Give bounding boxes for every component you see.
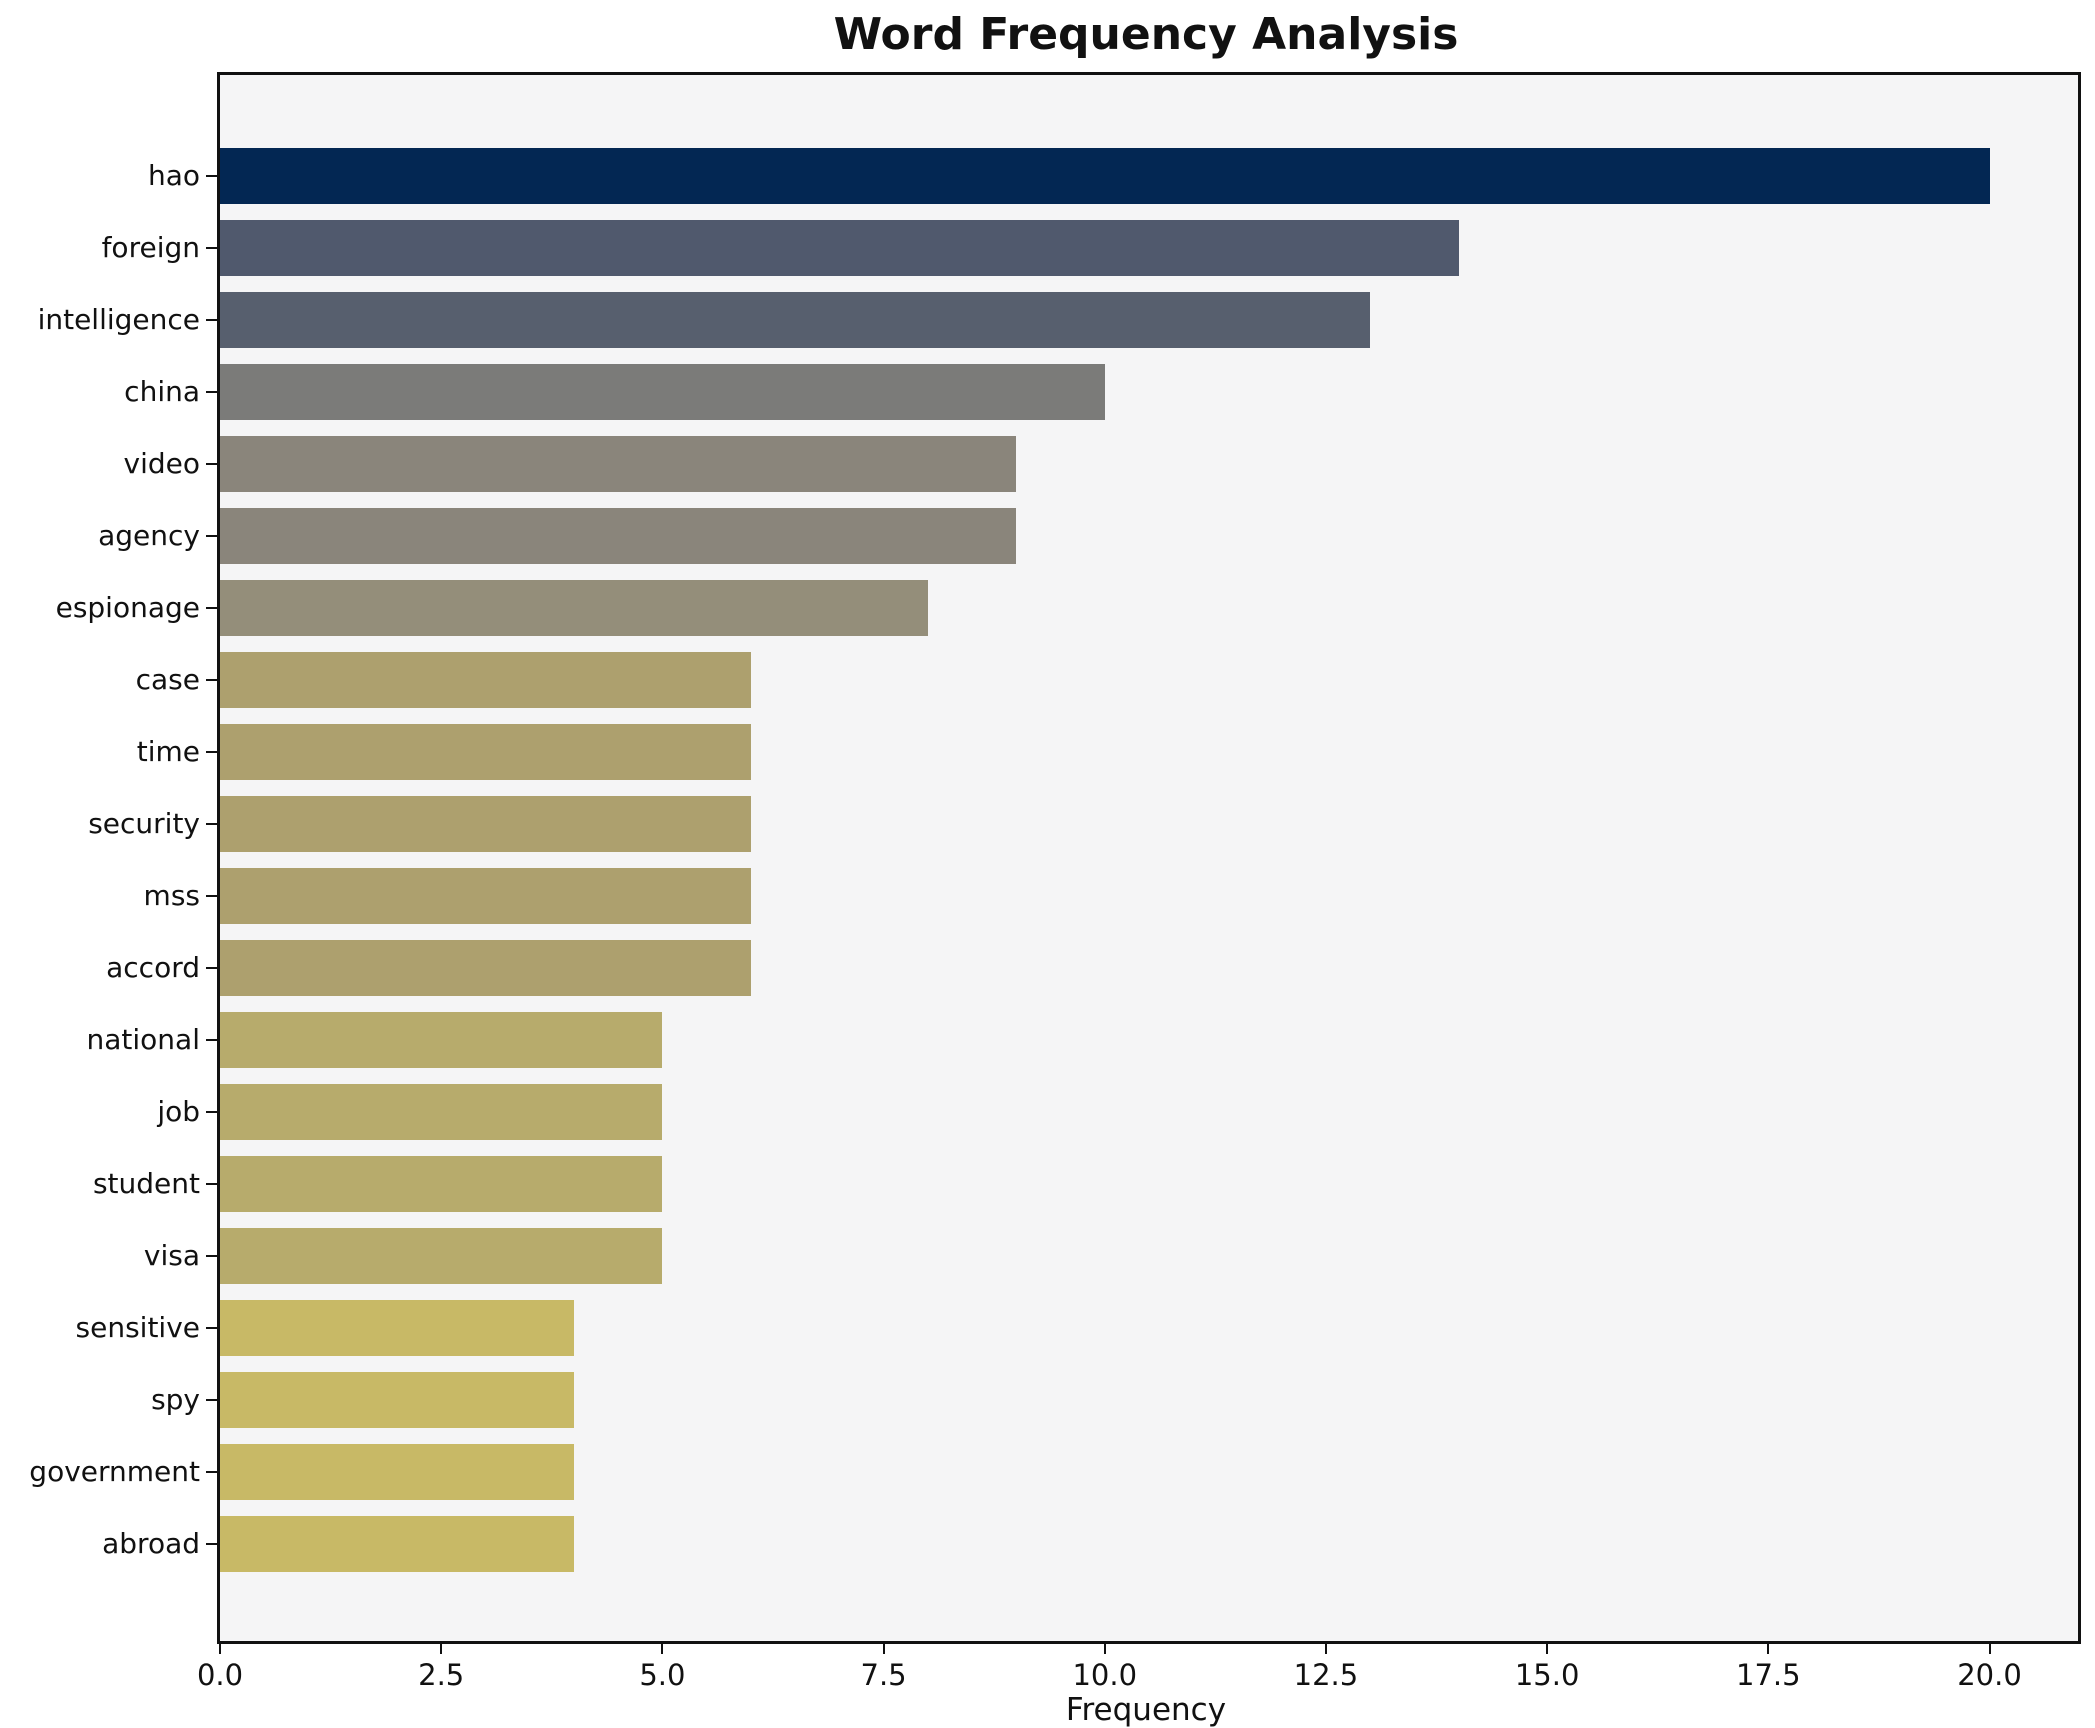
x-tick-label: 5.0	[639, 1658, 686, 1692]
bar-accord	[220, 940, 751, 996]
chart-title: Word Frequency Analysis	[833, 9, 1459, 60]
x-tick-label: 10.0	[1072, 1658, 1138, 1692]
x-tick-label: 15.0	[1514, 1658, 1580, 1692]
x-tick-label: 2.5	[418, 1658, 465, 1692]
bar-job	[220, 1084, 662, 1140]
x-axis-label: Frequency	[1065, 1692, 1227, 1728]
y-tick-mark	[206, 1039, 217, 1041]
y-tick-mark	[206, 535, 217, 537]
x-tick-mark	[1103, 1641, 1106, 1654]
y-tick-label: government	[29, 1455, 200, 1488]
y-tick-label: job	[157, 1095, 200, 1128]
x-tick-label: 20.0	[1957, 1658, 2022, 1692]
bar-hao	[220, 148, 1990, 204]
y-tick-label: video	[123, 447, 200, 480]
y-tick-mark	[206, 823, 217, 825]
y-tick-mark	[206, 895, 217, 897]
x-tick-mark	[219, 1641, 221, 1654]
y-tick-mark	[206, 1543, 217, 1545]
y-tick-label: time	[136, 735, 200, 768]
x-tick-mark	[1988, 1641, 1991, 1654]
bar-student	[220, 1156, 662, 1212]
x-tick-mark	[1546, 1641, 1549, 1654]
bar-sensitive	[220, 1300, 574, 1356]
x-tick-label: 17.5	[1736, 1658, 1801, 1692]
y-tick-label: china	[124, 375, 200, 408]
y-tick-mark	[206, 247, 217, 249]
bar-video	[220, 436, 1016, 492]
y-tick-label: national	[86, 1023, 200, 1056]
y-tick-mark	[206, 1327, 217, 1329]
bar-spy	[220, 1372, 574, 1428]
bar-espionage	[220, 580, 928, 636]
y-tick-mark	[206, 607, 217, 609]
bar-agency	[220, 508, 1016, 564]
y-tick-label: intelligence	[37, 303, 200, 336]
x-tick-label: 7.5	[860, 1658, 907, 1692]
bar-foreign	[220, 220, 1459, 276]
y-tick-label: sensitive	[75, 1311, 200, 1344]
y-tick-mark	[206, 1183, 217, 1185]
y-tick-mark	[206, 1111, 217, 1113]
x-tick-mark	[882, 1641, 885, 1654]
y-tick-label: hao	[147, 159, 200, 192]
y-tick-mark	[206, 175, 217, 177]
bar-government	[220, 1444, 574, 1500]
y-tick-mark	[206, 391, 217, 393]
x-tick-mark	[661, 1641, 664, 1654]
y-tick-label: accord	[106, 951, 200, 984]
y-tick-label: abroad	[102, 1527, 200, 1560]
y-tick-mark	[206, 1399, 217, 1401]
x-tick-label: 0.0	[196, 1658, 244, 1692]
y-tick-mark	[206, 679, 217, 681]
y-tick-label: student	[92, 1167, 200, 1200]
y-tick-label: foreign	[101, 231, 200, 264]
y-tick-mark	[206, 751, 217, 753]
bar-mss	[220, 868, 751, 924]
y-tick-mark	[206, 1471, 217, 1473]
y-tick-label: visa	[143, 1239, 200, 1272]
x-tick-mark	[1767, 1641, 1770, 1654]
x-tick-mark	[1324, 1641, 1327, 1654]
bar-intelligence	[220, 292, 1370, 348]
y-tick-label: mss	[143, 879, 200, 912]
y-tick-label: spy	[151, 1383, 200, 1416]
bar-china	[220, 364, 1105, 420]
y-tick-mark	[206, 1255, 217, 1257]
bar-national	[220, 1012, 662, 1068]
plot-area	[217, 72, 2081, 1644]
x-tick-mark	[440, 1641, 443, 1654]
y-tick-mark	[206, 967, 217, 969]
bar-visa	[220, 1228, 662, 1284]
y-tick-label: case	[135, 663, 200, 696]
bar-time	[220, 724, 751, 780]
y-tick-label: agency	[98, 519, 200, 552]
bar-security	[220, 796, 751, 852]
y-tick-label: espionage	[55, 591, 200, 624]
y-tick-mark	[206, 463, 217, 465]
bar-abroad	[220, 1516, 574, 1572]
y-tick-mark	[206, 319, 217, 321]
y-tick-label: security	[88, 807, 200, 840]
bar-case	[220, 652, 751, 708]
x-tick-label: 12.5	[1293, 1658, 1359, 1692]
